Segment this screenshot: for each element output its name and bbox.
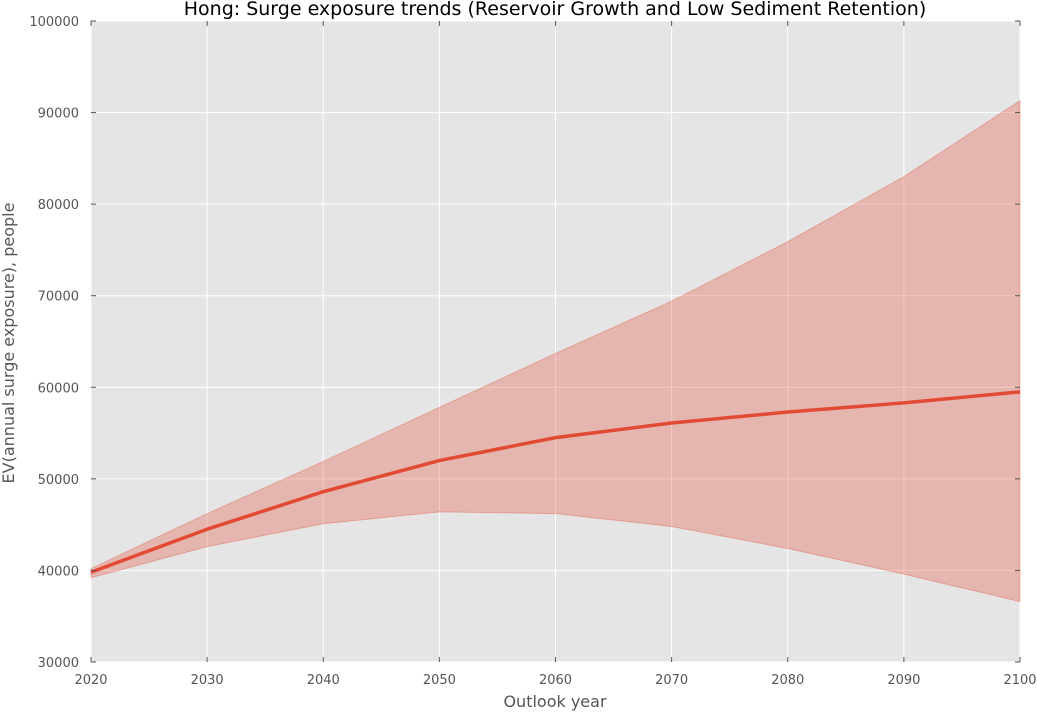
y-axis-label: EV(annual surge exposure), people: [0, 203, 18, 484]
x-tick-labels: 2020 2030 2040 2050 2060 2070 2080 2090 2100: [74, 673, 1036, 688]
x-tick-label: 2060: [539, 673, 572, 688]
series-line: [90, 390, 1021, 574]
x-tick-label: 2050: [423, 673, 456, 688]
y-tick-label: 60000: [38, 381, 79, 396]
y-tick-label: 70000: [38, 290, 79, 305]
confidence-band: [90, 99, 1021, 603]
y-tick-label: 50000: [38, 473, 79, 488]
x-tick-label: 2070: [655, 673, 688, 688]
y-tick-labels: 30000 40000 50000 60000 70000 80000 90000 10000…: [29, 15, 79, 671]
x-tick-label: 2040: [307, 673, 340, 688]
y-tick-label: 40000: [38, 564, 79, 579]
y-tick-label: 90000: [38, 107, 79, 122]
x-tick-label: 2080: [771, 673, 804, 688]
y-tick-label: 100000: [29, 15, 79, 30]
chart-title: Hong: Surge exposure trends (Reservoir G…: [184, 0, 927, 20]
y-tick-label: 80000: [38, 198, 79, 213]
x-tick-label: 2090: [887, 673, 920, 688]
axis-ticks: [90, 20, 1021, 663]
x-tick-label: 2030: [191, 673, 224, 688]
x-axis-label: Outlook year: [503, 692, 607, 711]
y-tick-label: 30000: [38, 656, 79, 671]
x-tick-label: 2020: [74, 673, 107, 688]
x-tick-label: 2100: [1003, 673, 1036, 688]
